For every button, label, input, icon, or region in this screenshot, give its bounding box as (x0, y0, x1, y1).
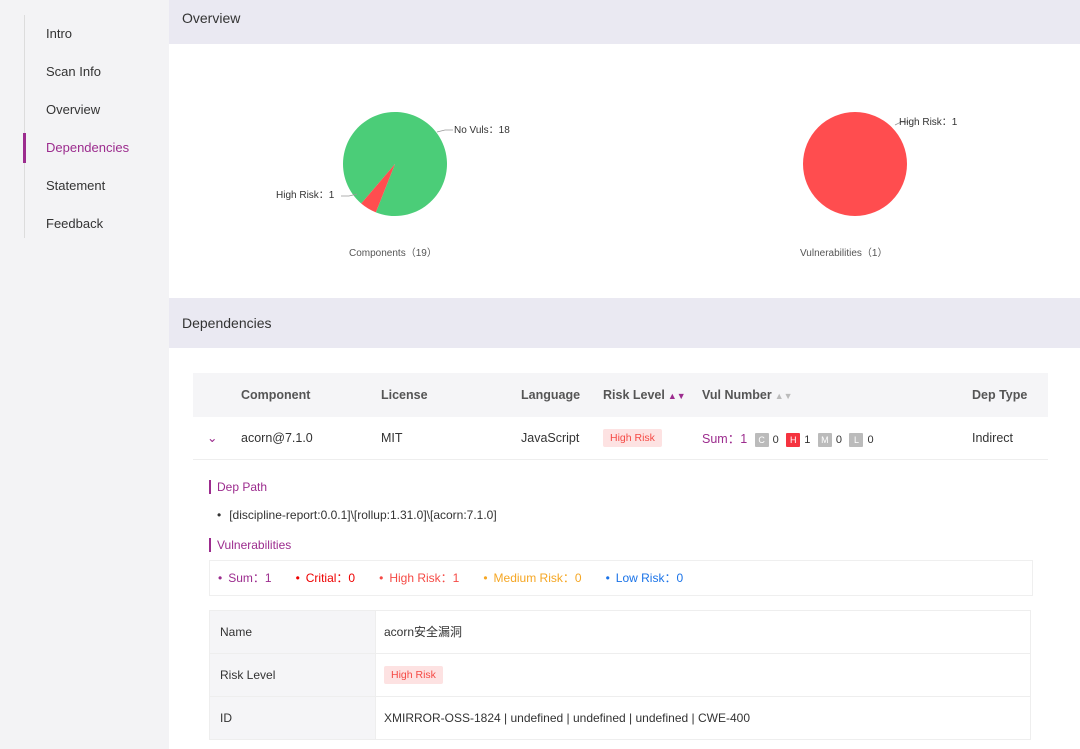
detail-value-risk-level: High Risk (375, 652, 1031, 697)
main-content: Overview No Vuls：18 High Risk：1 Componen… (169, 0, 1080, 749)
summary-sum: Sum：1 (218, 569, 271, 586)
pie-label-no-vuls: No Vuls：18 (454, 125, 510, 136)
vul-sum: Sum：1 (702, 432, 748, 447)
high-badge: H (786, 432, 801, 447)
risk-level-badge: High Risk (384, 665, 443, 684)
sidebar-nav: Intro Scan Info Overview Dependencies St… (22, 15, 129, 238)
summary-medium: Medium Risk：0 (483, 569, 582, 586)
sidebar: Intro Scan Info Overview Dependencies St… (0, 0, 169, 749)
table-row[interactable]: ⌄ acorn@7.1.0 MIT JavaScript High Risk S… (193, 417, 1048, 460)
sidebar-item-statement[interactable]: Statement (46, 178, 106, 193)
sort-icon[interactable]: ▲▼ (667, 391, 686, 401)
detail-value-name: acorn安全漏洞 (375, 609, 1031, 654)
components-caption: Components（19） (349, 248, 437, 259)
dep-path-title: Dep Path (209, 479, 1080, 494)
leader-line (436, 129, 453, 133)
sidebar-item-intro[interactable]: Intro (46, 26, 73, 41)
critical-badge: C (754, 432, 769, 447)
pie-slice-high-risk (803, 112, 907, 216)
vulnerability-detail-table: Name acorn安全漏洞 Risk Level High Risk ID X… (209, 609, 1031, 740)
table-row: Risk Level High Risk (209, 652, 1031, 697)
expand-column-header (193, 373, 241, 417)
dependencies-title: Dependencies (182, 315, 272, 331)
high-count: 1 (804, 433, 811, 446)
cell-license: MIT (381, 417, 521, 460)
table-row: Name acorn安全漏洞 (209, 609, 1031, 654)
overview-header: Overview (169, 0, 1080, 44)
vulnerabilities-caption: Vulnerabilities（1） (800, 248, 888, 259)
vulnerabilities-pie-chart (803, 112, 909, 216)
overview-charts: No Vuls：18 High Risk：1 Components（19） Hi… (169, 44, 1080, 298)
column-component: Component (241, 373, 381, 417)
expand-row-toggle[interactable]: ⌄ (193, 417, 241, 460)
column-risk-level[interactable]: Risk Level ▲▼ (603, 373, 702, 417)
cell-dep-type: Indirect (972, 417, 1048, 460)
summary-critical: Critial：0 (296, 569, 355, 586)
dep-path-value: [discipline-report:0.0.1]\[rollup:1.31.0… (209, 508, 1080, 522)
detail-value-id: XMIRROR-OSS-1824 | undefined | undefined… (375, 695, 1031, 740)
leader-line (894, 121, 909, 126)
dependencies-table: Component License Language Risk Level ▲▼ … (193, 373, 1048, 460)
detail-key-name: Name (209, 609, 376, 654)
table-row: ID XMIRROR-OSS-1824 | undefined | undefi… (209, 695, 1031, 740)
cell-component: acorn@7.1.0 (241, 417, 381, 460)
leader-line (341, 193, 358, 197)
sidebar-item-dependencies[interactable]: Dependencies (22, 129, 129, 167)
medium-count: 0 (835, 433, 842, 446)
cell-language: JavaScript (521, 417, 603, 460)
vul-pie-label-high-risk: High Risk：1 (899, 117, 958, 128)
column-language: Language (521, 373, 603, 417)
column-vul-number[interactable]: Vul Number ▲▼ (702, 373, 972, 417)
risk-level-badge: High Risk (603, 428, 662, 447)
column-license: License (381, 373, 521, 417)
low-badge: L (849, 432, 864, 447)
detail-key-risk-level: Risk Level (209, 652, 376, 697)
cell-risk-level: High Risk (603, 417, 702, 460)
summary-low: Low Risk：0 (606, 569, 683, 586)
column-dep-type: Dep Type (972, 373, 1048, 417)
sidebar-item-feedback[interactable]: Feedback (46, 216, 104, 231)
sidebar-item-overview[interactable]: Overview (46, 102, 101, 117)
dependencies-header: Dependencies (169, 298, 1080, 348)
overview-title: Overview (182, 10, 241, 26)
vulnerabilities-title: Vulnerabilities (209, 537, 1080, 552)
sidebar-item-scan-info[interactable]: Scan Info (46, 64, 101, 79)
summary-high: High Risk：1 (379, 569, 459, 586)
components-pie-chart (341, 112, 453, 216)
dependencies-body: Component License Language Risk Level ▲▼ … (169, 348, 1080, 740)
table-header-row: Component License Language Risk Level ▲▼ … (193, 373, 1048, 417)
row-detail-panel: Dep Path [discipline-report:0.0.1]\[roll… (193, 460, 1080, 740)
chevron-down-icon[interactable]: ⌄ (207, 431, 218, 446)
low-count: 0 (867, 433, 874, 446)
medium-badge: M (817, 432, 832, 447)
critical-count: 0 (772, 433, 779, 446)
pie-label-high-risk: High Risk：1 (276, 190, 335, 201)
vulnerability-summary: Sum：1 Critial：0 High Risk：1 Medium Risk：… (209, 559, 1033, 596)
sort-icon[interactable]: ▲▼ (774, 391, 793, 401)
detail-key-id: ID (209, 695, 376, 740)
pie-slice-high-risk (361, 164, 395, 213)
